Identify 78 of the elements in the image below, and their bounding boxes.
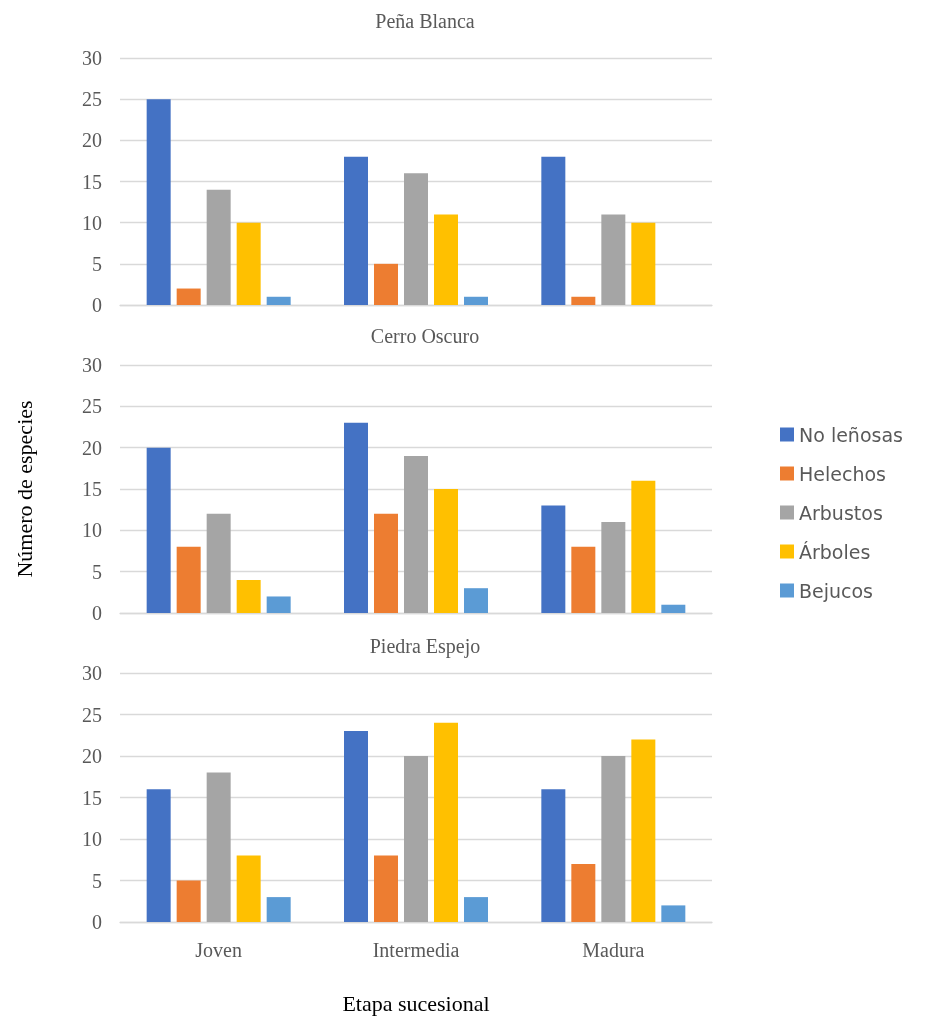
- bar: [601, 214, 626, 305]
- x-axis-title: Etapa sucesional: [342, 990, 490, 1016]
- legend-label: Arbustos: [799, 501, 883, 524]
- bar: [661, 905, 686, 922]
- chart-title: Peña Blanca: [375, 10, 475, 32]
- bar: [146, 789, 171, 922]
- y-tick-label: 20: [82, 129, 102, 152]
- bar: [206, 513, 231, 613]
- bar: [266, 596, 291, 613]
- bar: [236, 579, 261, 613]
- y-tick-label: 15: [82, 478, 102, 500]
- bar: [541, 505, 566, 613]
- bar: [464, 296, 488, 305]
- bar: [631, 739, 656, 922]
- y-tick-label: 30: [82, 47, 102, 69]
- bar: [571, 863, 596, 922]
- chart-title: Cerro Oscuro: [370, 325, 480, 347]
- legend-label: Bejucos: [799, 579, 874, 602]
- x-tick-label: Madura: [582, 939, 645, 961]
- y-tick-label: 0: [92, 911, 102, 933]
- y-tick-label: 15: [82, 170, 102, 193]
- bar: [344, 422, 368, 613]
- bar: [404, 173, 428, 305]
- bar: [146, 99, 171, 305]
- bar: [661, 604, 686, 613]
- bar: [464, 588, 488, 613]
- y-tick-label: 0: [92, 294, 102, 316]
- y-tick-label: 10: [82, 519, 102, 542]
- y-tick-label: 25: [82, 88, 102, 111]
- y-tick-label: 10: [82, 211, 102, 234]
- bar: [374, 855, 398, 922]
- bar: [206, 772, 231, 922]
- y-tick-label: 30: [82, 354, 102, 376]
- bar: [266, 897, 291, 922]
- bar: [404, 455, 428, 613]
- chart-title: Piedra Espejo: [369, 635, 481, 658]
- legend-label: No leñosas: [799, 423, 903, 446]
- bar: [404, 756, 428, 922]
- bar: [541, 156, 566, 305]
- bar: [601, 756, 626, 922]
- y-tick-label: 15: [82, 786, 102, 809]
- bar: [374, 513, 398, 613]
- bar: [176, 288, 201, 305]
- legend-label: Helechos: [799, 462, 886, 485]
- y-tick-label: 5: [92, 560, 102, 583]
- y-tick-label: 20: [82, 745, 102, 767]
- y-tick-label: 20: [82, 436, 102, 459]
- y-tick-label: 10: [82, 828, 102, 850]
- y-tick-label: 25: [82, 703, 102, 726]
- bar: [344, 731, 368, 922]
- bar: [434, 722, 458, 922]
- x-tick-label: Intermedia: [372, 939, 460, 961]
- bar: [344, 156, 368, 305]
- y-tick-label: 25: [82, 395, 102, 418]
- y-tick-label: 0: [92, 602, 102, 624]
- bar: [146, 447, 171, 613]
- legend-label: Árboles: [799, 540, 871, 563]
- bar: [571, 546, 596, 613]
- bar: [236, 855, 261, 922]
- bar: [176, 546, 201, 613]
- y-tick-label: 30: [82, 662, 102, 684]
- bar: [266, 296, 291, 305]
- bar: [176, 880, 201, 922]
- bar: [236, 222, 261, 305]
- bar: [571, 296, 596, 305]
- bar: [464, 897, 488, 922]
- bar: [374, 263, 398, 305]
- bar: [601, 522, 626, 613]
- bar: [631, 480, 656, 613]
- bar: [206, 189, 231, 305]
- bar: [434, 489, 458, 613]
- bar: [541, 789, 566, 922]
- y-tick-label: 5: [92, 252, 102, 275]
- x-tick-label: Joven: [195, 939, 242, 961]
- bar: [631, 222, 656, 305]
- bar: [434, 214, 458, 305]
- y-axis-title: Número de especies: [11, 400, 37, 578]
- y-tick-label: 5: [92, 869, 102, 892]
